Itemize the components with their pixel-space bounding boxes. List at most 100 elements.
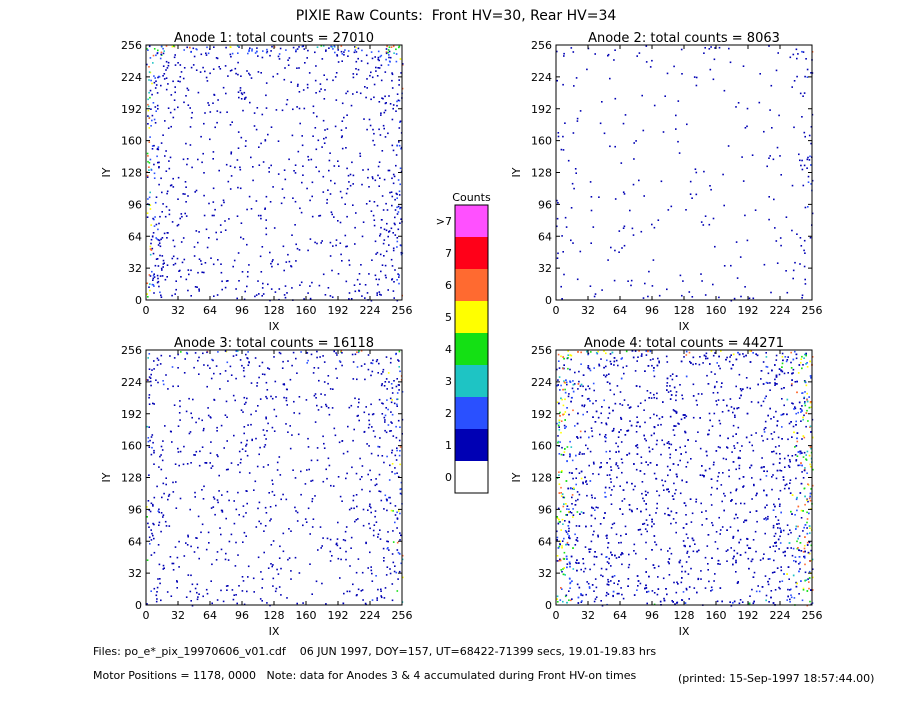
count-pixel	[385, 431, 388, 434]
count-pixel	[151, 270, 153, 273]
count-pixel	[270, 544, 273, 546]
count-pixel	[345, 92, 347, 95]
count-pixel	[688, 598, 690, 600]
count-pixel	[774, 227, 776, 229]
count-pixel	[576, 559, 578, 561]
count-pixel	[232, 355, 235, 357]
count-pixel	[796, 547, 799, 550]
count-pixel	[267, 567, 270, 569]
count-pixel	[307, 159, 310, 161]
count-pixel	[229, 188, 232, 190]
count-pixel	[193, 246, 196, 248]
count-pixel	[298, 412, 301, 415]
count-pixel	[799, 159, 801, 162]
count-pixel	[257, 556, 260, 559]
count-pixel	[566, 543, 569, 545]
count-pixel	[384, 109, 387, 112]
count-pixel	[772, 526, 775, 529]
count-pixel	[396, 237, 399, 239]
count-pixel	[338, 360, 341, 362]
count-pixel	[372, 214, 375, 217]
count-pixel	[613, 59, 615, 61]
count-pixel	[299, 207, 301, 210]
count-pixel	[220, 271, 223, 274]
count-pixel	[812, 468, 814, 471]
count-pixel	[396, 517, 399, 519]
count-pixel	[184, 181, 187, 183]
count-pixel	[314, 495, 316, 497]
count-pixel	[608, 474, 611, 476]
count-pixel	[804, 381, 807, 384]
count-pixel	[710, 493, 712, 496]
count-pixel	[573, 488, 575, 490]
count-pixel	[750, 560, 753, 563]
count-pixel	[392, 249, 395, 252]
count-pixel	[282, 360, 284, 363]
count-pixel	[337, 521, 339, 524]
count-pixel	[331, 269, 333, 272]
count-pixel	[385, 51, 388, 53]
count-pixel	[169, 355, 171, 357]
count-pixel	[372, 128, 374, 131]
count-pixel	[801, 116, 803, 118]
count-pixel	[632, 356, 635, 359]
count-pixel	[568, 508, 570, 511]
count-pixel	[396, 104, 398, 107]
count-pixel	[811, 589, 814, 591]
count-pixel	[794, 514, 796, 516]
count-pixel	[272, 577, 275, 580]
count-pixel	[806, 392, 808, 395]
count-pixel	[565, 379, 567, 381]
count-pixel	[172, 491, 175, 493]
count-pixel	[676, 581, 678, 584]
count-pixel	[255, 437, 257, 440]
count-pixel	[191, 604, 194, 607]
count-pixel	[245, 96, 247, 99]
count-pixel	[806, 400, 809, 403]
count-pixel	[620, 541, 622, 544]
count-pixel	[331, 213, 333, 216]
count-pixel	[639, 470, 642, 472]
count-pixel	[148, 45, 151, 48]
count-pixel	[354, 243, 356, 245]
count-pixel	[631, 350, 634, 352]
count-pixel	[804, 252, 806, 254]
count-pixel	[173, 404, 176, 406]
count-pixel	[190, 462, 192, 464]
count-pixel	[245, 140, 247, 142]
count-pixel	[646, 602, 648, 605]
count-pixel	[279, 545, 281, 548]
count-pixel	[326, 477, 328, 480]
count-pixel	[796, 57, 798, 60]
count-pixel	[201, 489, 203, 491]
y-tick-label: 128	[531, 472, 552, 485]
count-pixel	[253, 591, 255, 593]
count-pixel	[311, 281, 313, 284]
count-pixel	[148, 474, 150, 476]
count-pixel	[378, 398, 381, 401]
count-pixel	[398, 190, 401, 193]
count-pixel	[209, 72, 211, 75]
count-pixel	[320, 406, 323, 408]
count-pixel	[809, 465, 812, 468]
count-pixel	[153, 360, 155, 362]
count-pixel	[806, 409, 808, 412]
count-pixel	[375, 278, 378, 281]
count-pixel	[185, 201, 187, 203]
count-pixel	[675, 591, 678, 594]
count-pixel	[168, 167, 171, 170]
count-pixel	[582, 558, 584, 560]
count-pixel	[797, 464, 799, 467]
count-pixel	[595, 351, 598, 354]
count-pixel	[657, 357, 659, 360]
count-pixel	[800, 482, 803, 485]
count-pixel	[582, 562, 585, 565]
count-pixel	[401, 64, 404, 66]
count-pixel	[729, 491, 732, 494]
count-pixel	[225, 400, 228, 403]
count-pixel	[315, 397, 317, 399]
count-pixel	[728, 360, 731, 363]
count-pixel	[174, 546, 177, 548]
count-pixel	[804, 278, 806, 281]
count-pixel	[563, 567, 565, 569]
